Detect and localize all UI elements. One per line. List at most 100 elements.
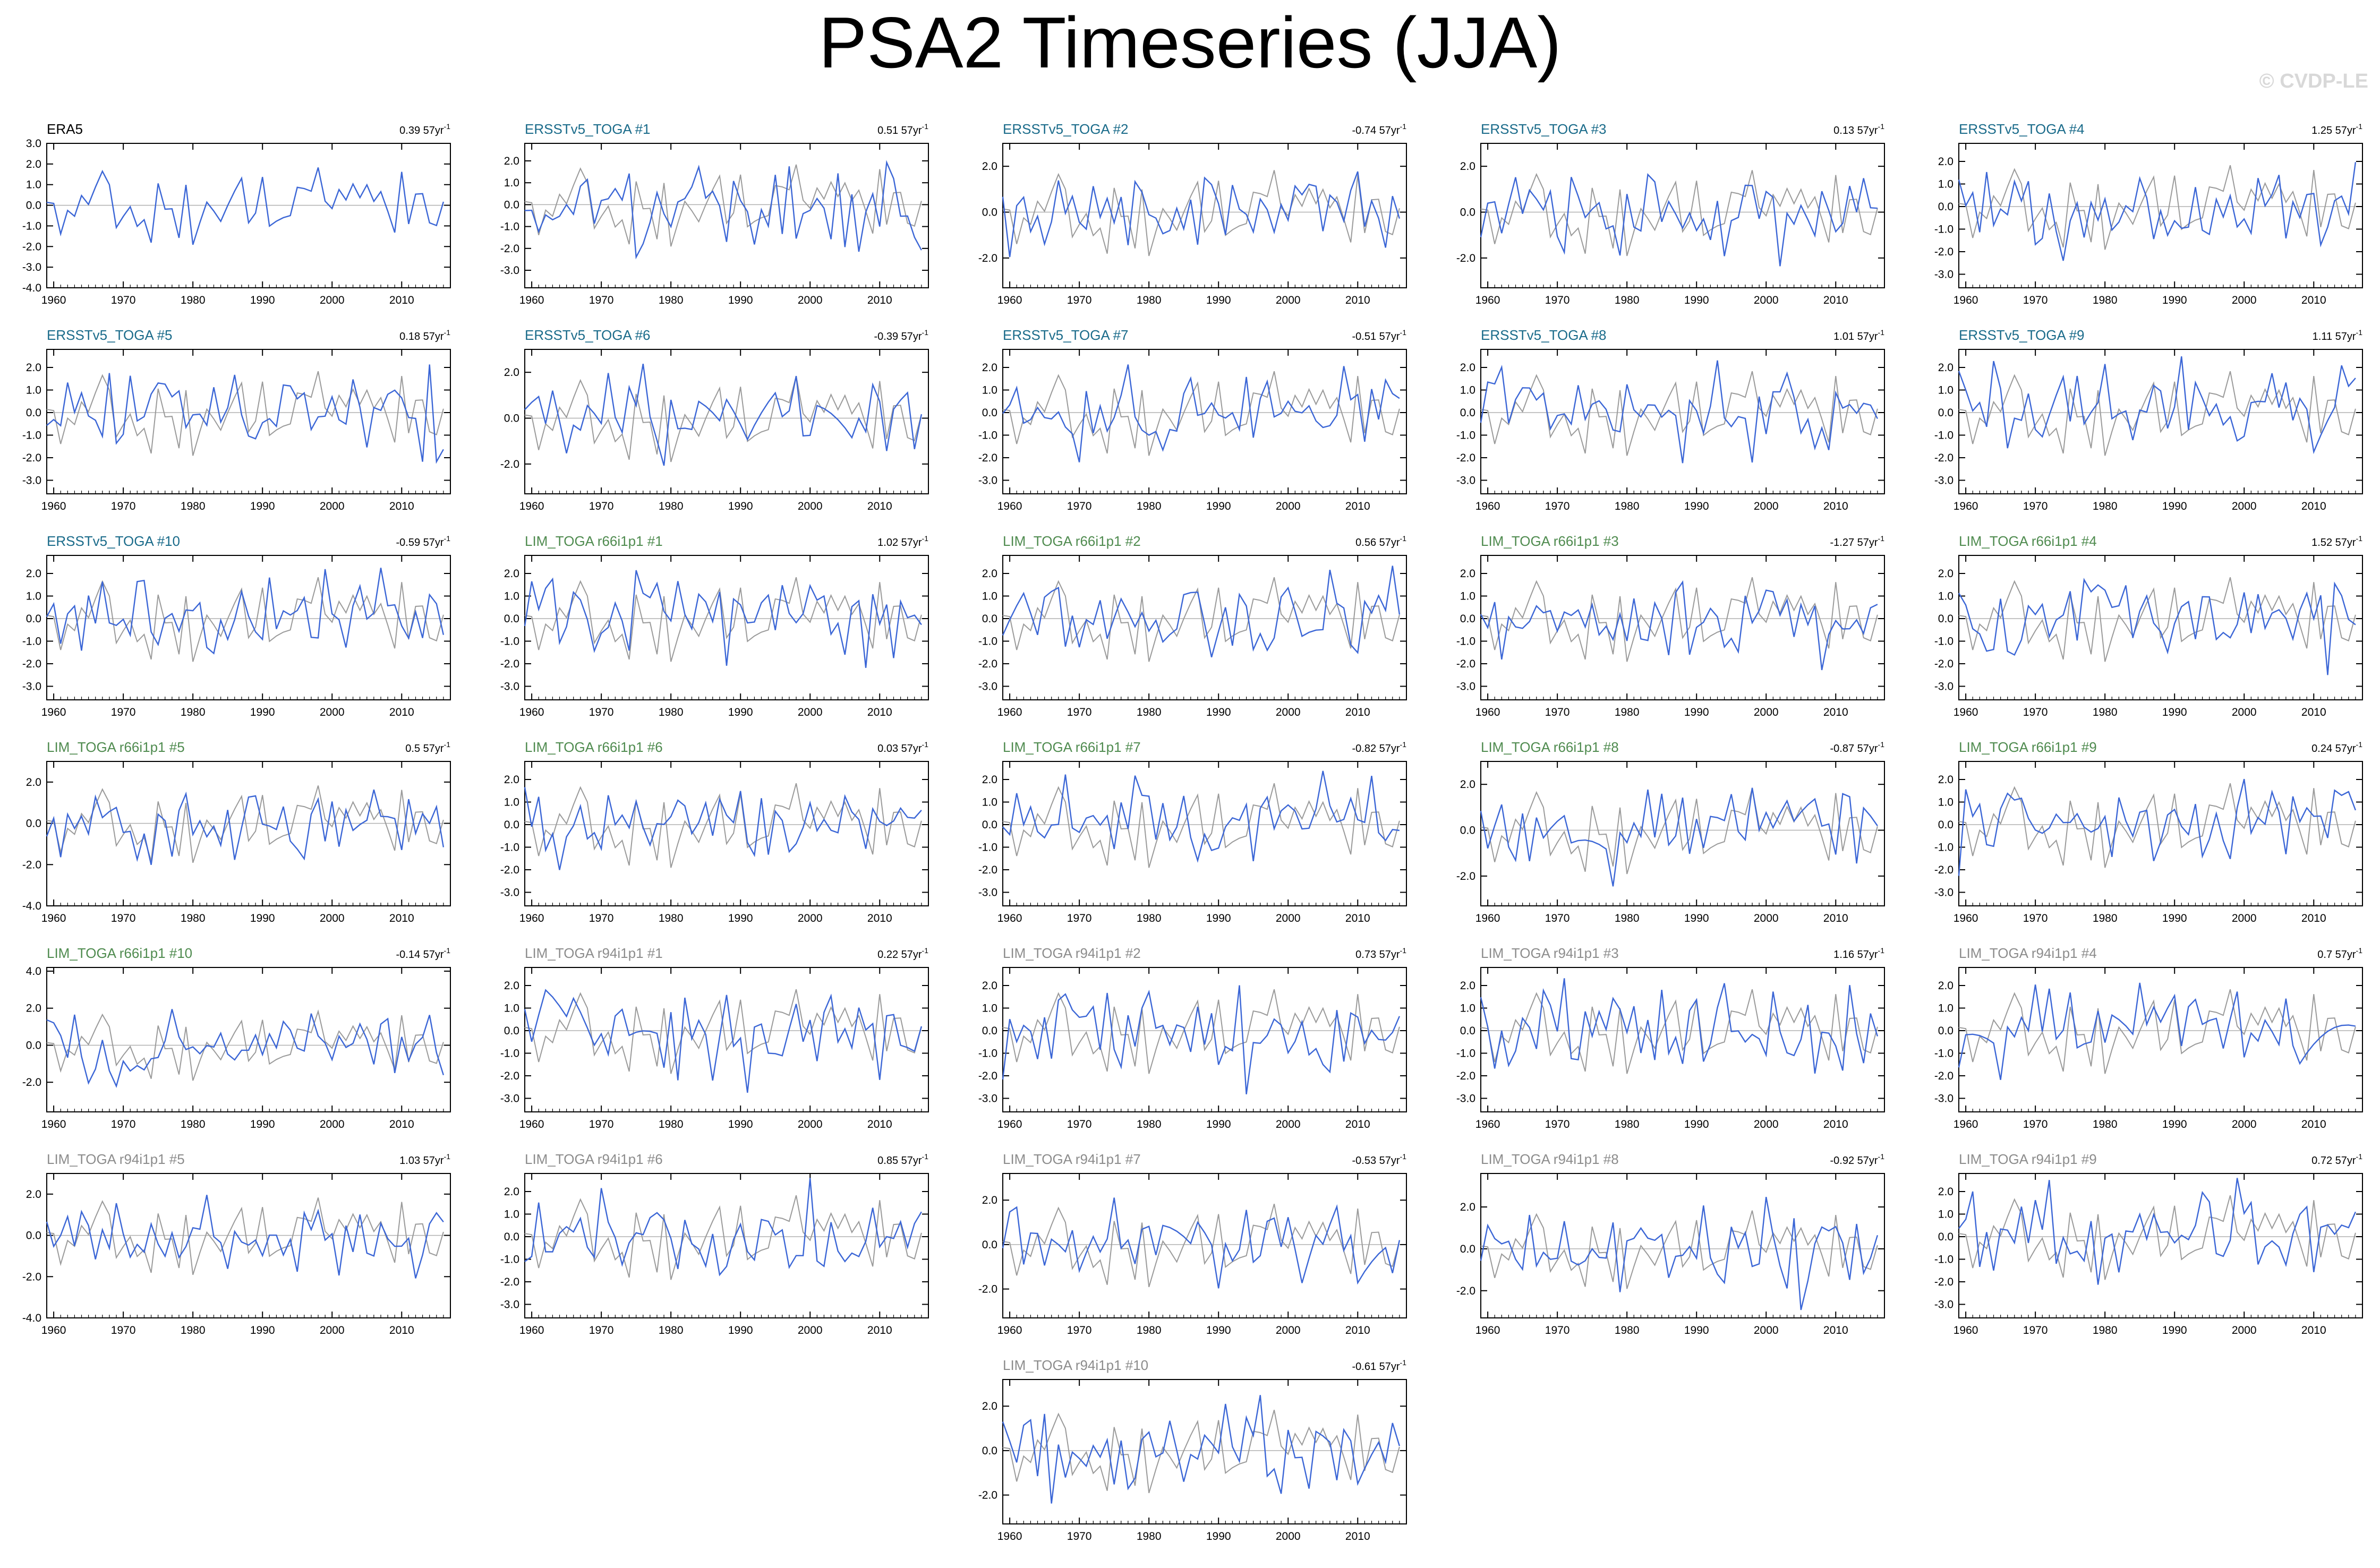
x-tick-label: 2000	[320, 500, 345, 512]
y-tick-label: -4.0	[22, 900, 41, 912]
x-tick-label: 1960	[1954, 912, 1978, 924]
trend-label: 1.01 57yr-1	[1833, 328, 1884, 342]
y-tick-label: 1.0	[982, 796, 997, 809]
x-tick-label: 2000	[798, 1118, 823, 1130]
x-tick-label: 2010	[1345, 500, 1370, 512]
panel-title: ERSSTv5_TOGA #6	[525, 327, 651, 343]
x-tick-label: 1970	[111, 500, 136, 512]
x-tick-label: 1990	[728, 500, 753, 512]
y-tick-label: 2.0	[1460, 778, 1475, 791]
x-tick-label: 1970	[1067, 294, 1092, 306]
x-tick-label: 2010	[867, 912, 892, 924]
series-line	[1002, 171, 1401, 258]
series-line	[1002, 565, 1401, 658]
x-tick-label: 1990	[250, 1118, 275, 1130]
y-tick-label: -1.0	[1456, 1048, 1475, 1060]
x-tick-label: 2000	[1276, 1118, 1301, 1130]
plot-frame	[1480, 555, 1885, 700]
x-tick-label: 1990	[728, 1324, 753, 1336]
x-tick-label: 1980	[659, 1324, 684, 1336]
trend-label: -0.51 57yr-1	[1352, 328, 1406, 342]
y-tick-label: 2.0	[504, 1186, 519, 1198]
y-tick-label: 0.0	[1460, 407, 1475, 419]
x-tick-label: 1970	[1545, 500, 1570, 512]
x-tick-label: 1990	[1684, 1118, 1709, 1130]
panel-13: LIM_TOGA r66i1p1 #2 0.56 57yr-1 2.0 1.0 0.0 -…	[978, 533, 1407, 718]
panel-24: LIM_TOGA r94i1p1 #3 1.16 57yr-1 2.0 1.0 0.0 -…	[1456, 945, 1885, 1130]
reference-series-line	[1480, 170, 1878, 256]
x-tick-label: 2000	[1276, 706, 1301, 718]
panel-22: LIM_TOGA r94i1p1 #1 0.22 57yr-1 2.0 1.0 0.0 -…	[500, 945, 929, 1130]
x-tick-label: 1970	[1067, 706, 1092, 718]
plot-frame	[1958, 555, 2363, 700]
x-tick-label: 1980	[659, 912, 684, 924]
panel-title: LIM_TOGA r66i1p1 #4	[1959, 533, 2097, 549]
series-line	[1002, 364, 1400, 462]
x-tick-label: 1990	[1206, 912, 1231, 924]
x-tick-label: 1970	[1067, 1118, 1092, 1130]
panel-title: LIM_TOGA r94i1p1 #6	[525, 1151, 663, 1167]
series-line	[46, 1009, 445, 1089]
y-tick-label: -3.0	[500, 264, 519, 277]
y-tick-label: -2.0	[978, 1283, 997, 1296]
x-tick-label: 1970	[589, 500, 614, 512]
x-tick-label: 1990	[1206, 1530, 1231, 1543]
x-tick-label: 1970	[2023, 500, 2048, 512]
reference-series-line	[1958, 371, 2356, 456]
x-tick-label: 1960	[519, 294, 544, 306]
y-tick-label: -1.0	[22, 430, 41, 442]
x-tick-label: 1960	[1954, 1324, 1978, 1336]
plot-frame	[1958, 761, 2363, 906]
reference-series-line	[524, 577, 922, 662]
y-tick-label: 0.0	[982, 1239, 997, 1251]
series-line	[46, 167, 445, 245]
panel-title: ERA5	[47, 121, 83, 137]
panel-6: ERSSTv5_TOGA #5 0.18 57yr-1 2.0 1.0 0.0 -1.0 -…	[22, 327, 451, 512]
panel-title: LIM_TOGA r94i1p1 #7	[1003, 1151, 1141, 1167]
y-tick-label: 2.0	[26, 362, 41, 374]
plot-frame	[1480, 967, 1885, 1112]
y-tick-label: 2.0	[1938, 362, 1954, 374]
plot-frame	[1002, 1379, 1407, 1524]
y-tick-label: -3.0	[22, 475, 41, 487]
panel-17: LIM_TOGA r66i1p1 #6 0.03 57yr-1 2.0 1.0 0.0 -…	[500, 739, 929, 924]
y-tick-label: 0.0	[504, 199, 519, 211]
x-tick-label: 1980	[1137, 500, 1162, 512]
panel-19: LIM_TOGA r66i1p1 #8 -0.87 57yr-1 2.0 0.0 -2.…	[1456, 739, 1885, 924]
y-tick-label: 2.0	[1460, 1201, 1475, 1213]
panel-5: ERSSTv5_TOGA #4 1.25 57yr-1 2.0 1.0 0.0 -1.0 -…	[1934, 121, 2363, 306]
x-tick-label: 2010	[389, 294, 414, 306]
panel-title: ERSSTv5_TOGA #1	[525, 121, 651, 137]
y-tick-label: -3.0	[1934, 681, 1954, 693]
series-line	[1958, 162, 2357, 261]
plot-frame	[524, 967, 929, 1112]
x-tick-label: 1990	[2162, 294, 2187, 306]
x-tick-label: 1990	[728, 1118, 753, 1130]
panel-title: ERSSTv5_TOGA #7	[1003, 327, 1129, 343]
x-tick-label: 2000	[2232, 912, 2257, 924]
panel-title: LIM_TOGA r94i1p1 #9	[1959, 1151, 2097, 1167]
y-tick-label: -2.0	[1456, 658, 1475, 670]
reference-series-line	[524, 376, 922, 462]
panel-title: ERSSTv5_TOGA #2	[1003, 121, 1129, 137]
x-tick-label: 1990	[1206, 706, 1231, 718]
reference-series-line	[46, 371, 444, 456]
reference-series-line	[1002, 1410, 1400, 1494]
x-tick-label: 1970	[2023, 912, 2048, 924]
y-tick-label: -1.0	[1934, 1254, 1954, 1266]
panel-title: LIM_TOGA r66i1p1 #6	[525, 739, 663, 755]
y-tick-label: 1.0	[504, 590, 519, 603]
y-tick-label: -2.0	[500, 1070, 519, 1082]
panel-title: LIM_TOGA r66i1p1 #9	[1959, 739, 2097, 755]
panel-title: LIM_TOGA r94i1p1 #5	[47, 1151, 185, 1167]
reference-series-line	[1958, 577, 2356, 662]
x-tick-label: 1970	[589, 706, 614, 718]
y-tick-label: 0.0	[1460, 207, 1475, 219]
x-tick-label: 2010	[2301, 1324, 2326, 1336]
panel-title: LIM_TOGA r66i1p1 #1	[525, 533, 663, 549]
y-tick-label: -1.0	[978, 842, 997, 854]
y-tick-label: -2.0	[22, 452, 41, 464]
x-tick-label: 1970	[2023, 1324, 2048, 1336]
y-tick-label: -1.0	[500, 221, 519, 233]
y-tick-label: -1.0	[1934, 430, 1954, 442]
